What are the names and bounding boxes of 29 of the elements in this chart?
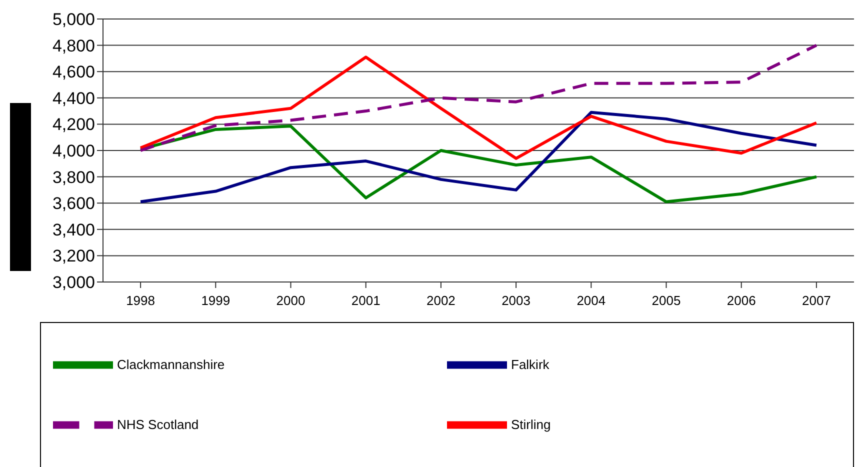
x-tick-label: 2005 bbox=[652, 293, 681, 308]
line-series bbox=[139, 56, 818, 160]
x-tick-label: 2007 bbox=[802, 293, 831, 308]
legend-label: Stirling bbox=[511, 417, 552, 432]
y-tick-label: 4,400 bbox=[52, 88, 95, 108]
x-tick-label: 2004 bbox=[576, 293, 606, 308]
x-tick-label: 2003 bbox=[502, 293, 531, 308]
y-tick-label: 3,000 bbox=[52, 273, 95, 292]
y-tick-label: 4,800 bbox=[52, 36, 95, 56]
x-tick-label: 2006 bbox=[726, 293, 756, 308]
y-tick-label: 4,200 bbox=[52, 115, 95, 134]
y-tick-label: 3,800 bbox=[52, 168, 95, 187]
line-series bbox=[139, 124, 818, 204]
x-tick-label: 1999 bbox=[201, 293, 230, 308]
legend-label: Clackmannanshire bbox=[117, 357, 226, 372]
y-tick-label: 3,600 bbox=[52, 194, 95, 214]
x-tick-label: 2000 bbox=[276, 293, 306, 308]
y-tick-label: 3,200 bbox=[52, 246, 95, 266]
x-tick-label: 1998 bbox=[126, 293, 156, 308]
line-series bbox=[139, 110, 818, 204]
line-series bbox=[139, 44, 818, 152]
y-tick-label: 5,000 bbox=[52, 10, 95, 30]
y-tick-label: 4,600 bbox=[52, 62, 95, 82]
legend-label: NHS Scotland bbox=[117, 417, 200, 432]
x-tick-label: 2001 bbox=[351, 293, 380, 308]
y-tick-label: 3,400 bbox=[52, 220, 95, 240]
legend-label: Falkirk bbox=[511, 357, 550, 372]
y-tick-label: 4,000 bbox=[52, 142, 95, 161]
x-tick-label: 2002 bbox=[426, 293, 456, 308]
